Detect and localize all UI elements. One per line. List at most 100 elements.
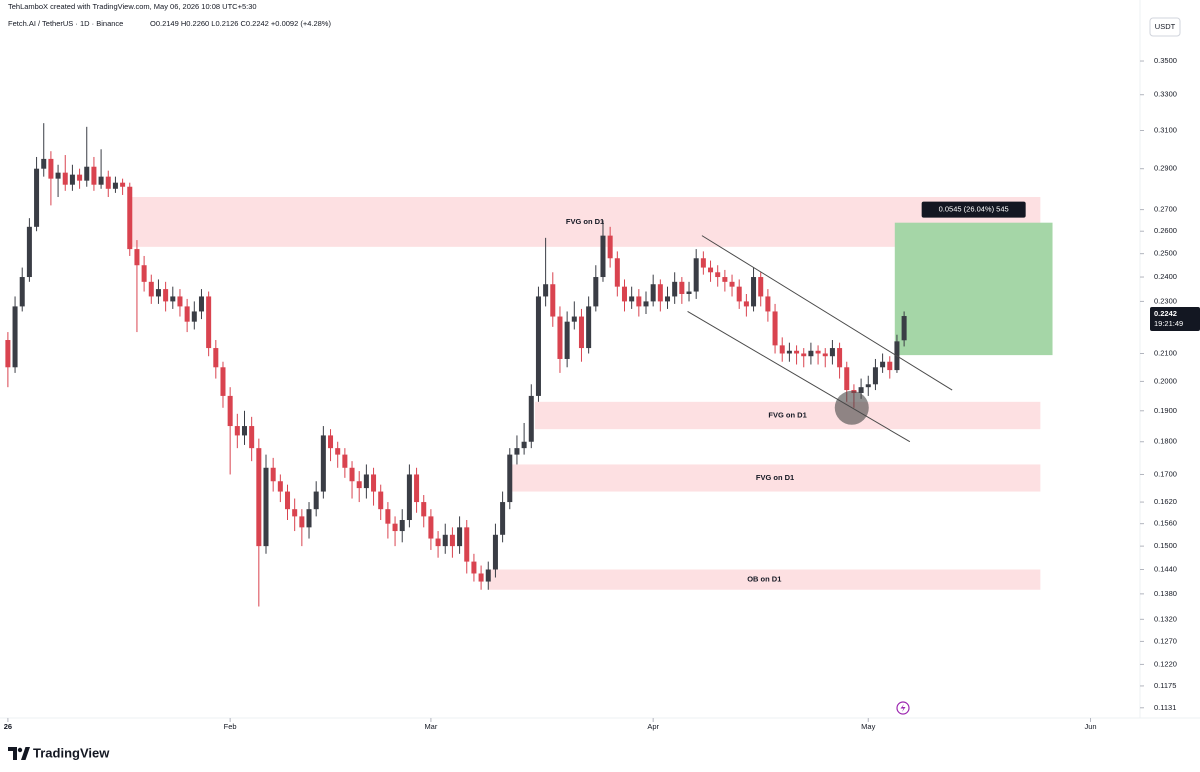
countdown: 19:21:49 — [1154, 319, 1183, 328]
candle-body — [815, 350, 821, 354]
candle-body — [722, 277, 728, 282]
candle-body — [356, 481, 362, 489]
candle-body — [155, 289, 161, 297]
candle-body — [234, 426, 240, 436]
zone — [534, 401, 1041, 430]
candle-body — [794, 350, 800, 354]
candle-body — [105, 176, 111, 189]
measure-range — [894, 222, 1053, 356]
y-tick-label: 0.1380 — [1154, 589, 1177, 598]
candle-body — [643, 301, 649, 307]
y-tick-label: 0.2000 — [1154, 376, 1177, 385]
candle-body — [751, 277, 757, 307]
y-tick-label: 0.1700 — [1154, 469, 1177, 478]
y-tick-label: 0.1900 — [1154, 406, 1177, 415]
candle-body — [55, 172, 61, 179]
candle-body — [277, 481, 283, 492]
zone-label: FVG on D1 — [566, 217, 604, 226]
y-tick-label: 0.2100 — [1154, 348, 1177, 357]
y-tick-label: 0.3500 — [1154, 56, 1177, 65]
zone — [129, 197, 1041, 247]
y-tick-label: 0.1220 — [1154, 659, 1177, 668]
zone — [509, 464, 1041, 492]
brand-logo: TradingView — [8, 745, 110, 760]
candle-body — [148, 281, 154, 297]
candle-body — [715, 272, 721, 278]
candle-body — [693, 258, 699, 292]
candle-body — [191, 311, 197, 322]
candle-body — [837, 348, 843, 368]
candle-body — [786, 350, 792, 354]
candle-body — [829, 348, 835, 357]
candle-body — [865, 384, 871, 388]
candle-body — [177, 296, 183, 307]
candle-body — [414, 474, 420, 503]
event-icon-bolt — [900, 704, 906, 712]
candle-body — [48, 158, 54, 179]
candle-body — [650, 284, 656, 302]
candle-body — [256, 448, 262, 547]
candle-body — [729, 281, 735, 287]
candle-body — [485, 569, 491, 582]
plot-area: FVG on D1 FVG on D1 FVG on D1 OB on D1 0.054… — [0, 0, 1200, 731]
candle-body — [34, 168, 40, 227]
candle-body — [457, 527, 463, 547]
candle-body — [844, 367, 850, 391]
ohlc-legend: O0.2149 H0.2260 L0.2126 C0.2242 +0.0092 … — [150, 19, 331, 28]
y-tick-label: 0.1270 — [1154, 636, 1177, 645]
candle-body — [593, 277, 599, 307]
x-tick-label: 26 — [4, 722, 12, 731]
candle-body — [449, 534, 455, 547]
candle-body — [26, 226, 32, 278]
candle-body — [98, 176, 104, 185]
event-icon[interactable] — [896, 701, 910, 715]
x-tick-label: Feb — [224, 722, 237, 731]
candle-body — [12, 306, 18, 368]
candle-body — [550, 284, 556, 317]
candle-body — [521, 441, 527, 449]
y-tick-label: 0.1560 — [1154, 519, 1177, 528]
candle-body — [299, 516, 305, 528]
candle-body — [600, 235, 606, 278]
candle-body — [758, 277, 764, 297]
candle-body — [564, 321, 570, 359]
y-tick-label: 0.2300 — [1154, 296, 1177, 305]
candle-body — [220, 367, 226, 396]
candle-body — [801, 353, 807, 357]
y-tick-label: 0.3300 — [1154, 90, 1177, 99]
candle-body — [292, 509, 298, 517]
candle-body — [578, 316, 584, 349]
candle-body — [335, 448, 341, 455]
candle-body — [213, 348, 219, 368]
y-tick-label: 0.2700 — [1154, 205, 1177, 214]
candle-body — [270, 467, 276, 482]
brand: TradingView — [33, 745, 110, 760]
candle-body — [328, 435, 334, 449]
candle-body — [636, 296, 642, 307]
logo-dot — [17, 747, 23, 753]
candle-body — [399, 520, 405, 532]
candle-body — [765, 296, 771, 312]
candle-body — [320, 435, 326, 492]
y-tick-label: 0.2500 — [1154, 249, 1177, 258]
candle-body — [772, 311, 778, 346]
candle-body — [198, 296, 204, 312]
candle-body — [69, 174, 75, 185]
y-tick-label: 0.1440 — [1154, 564, 1177, 573]
candle-body — [170, 296, 176, 302]
candle-body — [435, 538, 441, 547]
zone-label: OB on D1 — [747, 575, 781, 584]
candle-body — [607, 235, 613, 259]
y-tick-label: 0.2600 — [1154, 226, 1177, 235]
candle-body — [657, 284, 663, 302]
candle-body — [901, 316, 907, 341]
currency: USDT — [1155, 22, 1176, 31]
x-tick-label: Jun — [1084, 722, 1096, 731]
y-tick-label: 0.2400 — [1154, 272, 1177, 281]
currency-box[interactable] — [1149, 17, 1181, 37]
y-tick-label: 0.1500 — [1154, 541, 1177, 550]
y-tick-label: 0.3100 — [1154, 125, 1177, 134]
candle-body — [442, 534, 448, 547]
